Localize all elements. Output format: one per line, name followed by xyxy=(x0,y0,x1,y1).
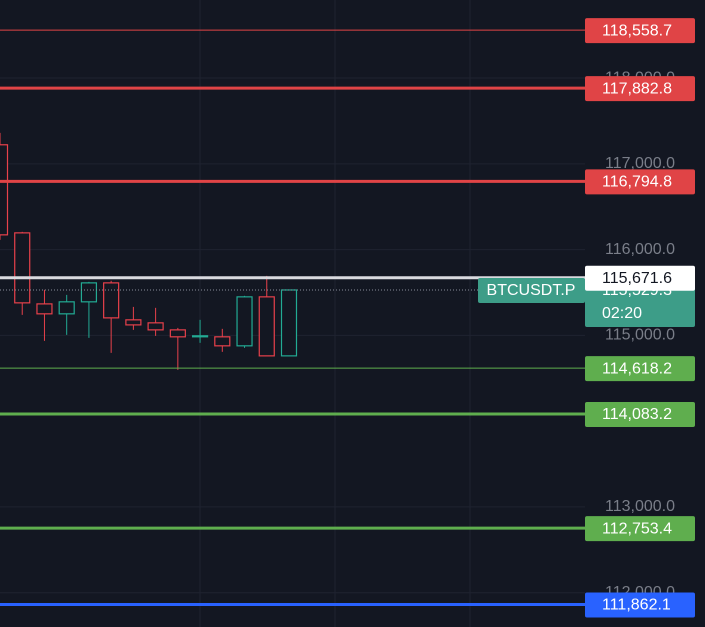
candle-body xyxy=(58,301,75,315)
candle-body xyxy=(258,296,275,357)
candle-body xyxy=(147,322,164,331)
y-tick-label: 116,000.0 xyxy=(605,241,675,258)
price-level-box xyxy=(585,76,695,102)
price-level-box xyxy=(585,18,695,44)
price-level-label: 112,753.4 xyxy=(602,520,672,537)
price-level-label: 116,794.8 xyxy=(602,174,672,191)
price-level-label: 111,862.1 xyxy=(602,597,671,614)
candle-body xyxy=(236,296,253,347)
candle-body xyxy=(191,335,209,338)
price-level-box xyxy=(585,402,695,428)
y-tick-label: 115,000.0 xyxy=(605,327,675,344)
price-level-box xyxy=(585,592,695,618)
price-level-box xyxy=(585,169,695,195)
countdown-label: 02:20 xyxy=(602,305,642,322)
candle-body xyxy=(214,336,231,347)
price-level-box xyxy=(585,265,695,291)
candle-body xyxy=(0,144,9,236)
price-level-box xyxy=(585,356,695,382)
candle-body xyxy=(169,329,186,338)
price-level-box xyxy=(585,516,695,542)
price-level-label: 118,558.7 xyxy=(602,22,672,39)
candle-body xyxy=(36,303,53,315)
candle-body xyxy=(14,232,31,304)
candle-body xyxy=(280,289,298,357)
y-tick-label: 117,000.0 xyxy=(605,155,675,172)
price-level-label: 117,882.8 xyxy=(602,80,672,97)
price-level-label: 114,083.2 xyxy=(602,406,672,423)
price-level-label: 115,671.6 xyxy=(602,270,672,287)
y-tick-label: 113,000.0 xyxy=(605,498,675,515)
symbol-label: BTCUSDT.P xyxy=(487,282,576,299)
candle-body xyxy=(80,282,98,303)
candle-body xyxy=(103,282,120,319)
price-level-label: 114,618.2 xyxy=(602,360,672,377)
candle-body xyxy=(125,319,142,326)
symbol-label-box xyxy=(478,277,585,303)
